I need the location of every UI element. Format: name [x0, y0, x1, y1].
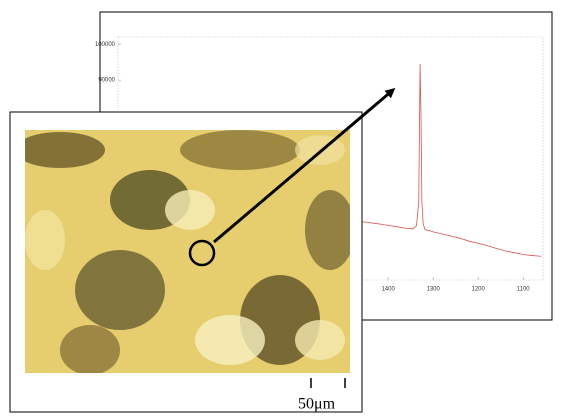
micrograph-panel: 50μm — [10, 90, 393, 413]
x-tick-label: 1200 — [471, 287, 485, 293]
x-tick-label: 1300 — [426, 287, 440, 293]
y-tick-label: 90000 — [98, 78, 115, 84]
page: {"chart_data": {"type": "line", "x": [15… — [0, 0, 564, 420]
y-tick-label: 100000 — [95, 42, 116, 48]
x-tick-label: 1400 — [381, 287, 395, 293]
x-tick-label: 1100 — [517, 287, 531, 293]
scale-bar-label: 50μm — [298, 396, 336, 413]
figure: 90000 100000 1400 1300 1200 1100 50μm — [0, 0, 564, 420]
